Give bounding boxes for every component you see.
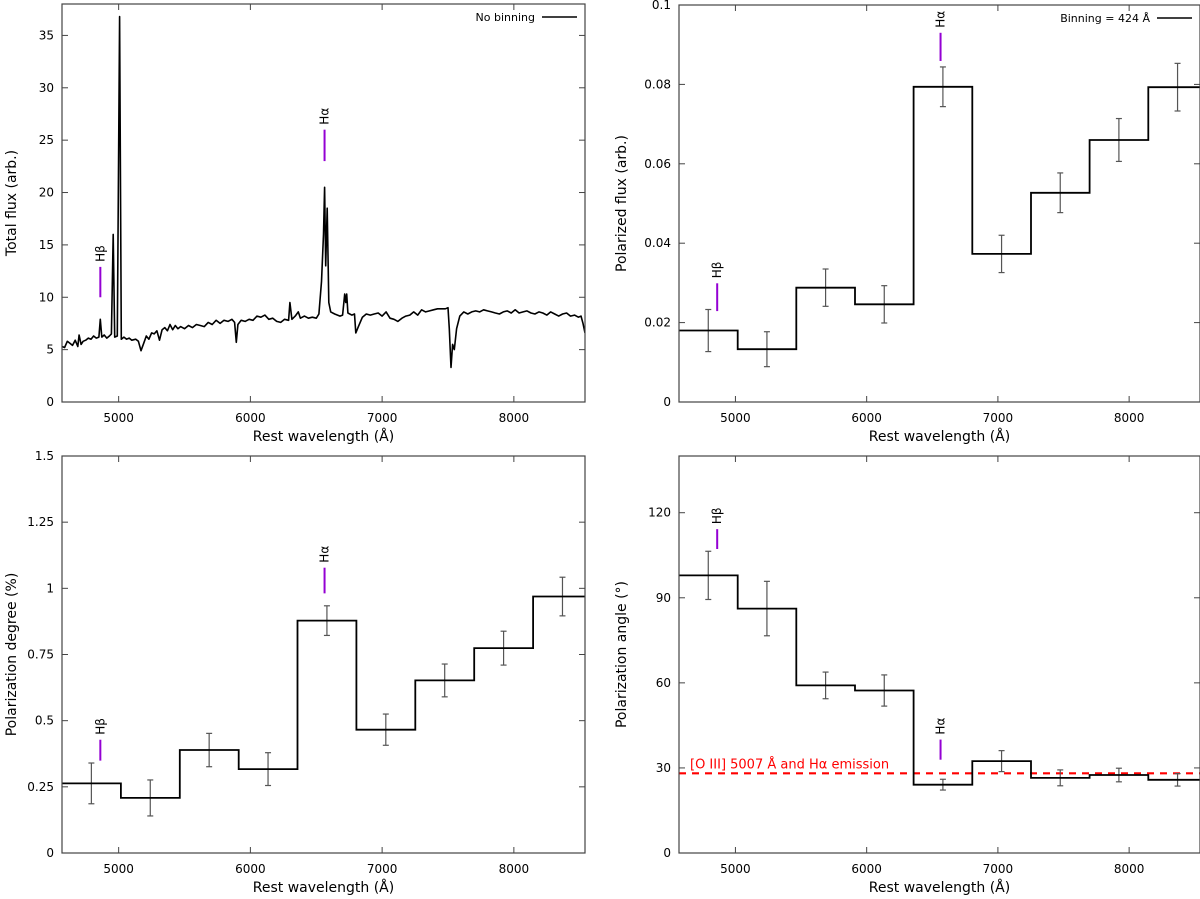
plot-frame <box>679 5 1200 402</box>
y-tick-label: 0 <box>663 395 671 409</box>
y-axis-label: Polarized flux (arb.) <box>614 135 630 272</box>
x-tick-label: 6000 <box>851 411 882 425</box>
panel-4: 5000 6000 7000 8000 0 30 60 90 120 Rest wavelengt… <box>614 456 1200 895</box>
x-axis-label: Rest wavelength (Å) <box>253 428 394 445</box>
line-marker-label: Hβ <box>93 245 107 262</box>
x-tick-label: 7000 <box>367 411 398 425</box>
y-tick-label: 35 <box>39 28 54 42</box>
y-axis-label: Total flux (arb.) <box>4 150 20 257</box>
y-tick-label: 30 <box>656 761 671 775</box>
x-tick-label: 5000 <box>720 411 751 425</box>
y-tick-label: 25 <box>39 133 54 147</box>
x-tick-label: 6000 <box>235 862 266 876</box>
y-tick-label: 0.5 <box>35 714 54 728</box>
panel-2: 5000 6000 7000 8000 0 0.02 0.04 0.06 0.08 0.1 Rest… <box>614 0 1200 445</box>
plot-frame <box>679 456 1200 853</box>
legend: No binning <box>476 11 577 24</box>
y-tick-label: 120 <box>648 506 671 520</box>
panel-3: 5000 6000 7000 8000 0 0.25 0.5 0.75 1 1.25 1.5 Rest… <box>4 449 592 895</box>
legend-label: Binning = 424 Å <box>1060 12 1150 25</box>
x-axis-label: Rest wavelength (Å) <box>869 428 1010 445</box>
line-marker-label: Hα <box>934 718 948 735</box>
line-marker-label: Hβ <box>710 262 724 279</box>
y-tick-label: 0.75 <box>27 648 54 662</box>
legend: Binning = 424 Å <box>1060 12 1192 25</box>
line-marker-label: Hβ <box>710 507 724 524</box>
y-tick-label: 0.04 <box>644 236 671 250</box>
y-tick-label: 0.25 <box>27 780 54 794</box>
x-tick-label: 8000 <box>499 862 530 876</box>
y-tick-label: 0.1 <box>652 0 671 12</box>
reference-line-label: [O III] 5007 Å and Hα emission <box>690 756 889 772</box>
panel-1: 5000 6000 7000 8000 0 5 10 15 20 25 30 35 Rest wavel… <box>4 4 585 445</box>
y-tick-label: 5 <box>46 343 54 357</box>
y-tick-label: 90 <box>656 591 671 605</box>
plot-area <box>679 551 1200 790</box>
x-axis-label: Rest wavelength (Å) <box>869 879 1010 895</box>
y-tick-label: 10 <box>39 290 54 304</box>
plot-area <box>62 17 585 368</box>
y-axis-label: Polarization angle (°) <box>614 581 630 728</box>
line-marker-label: Hα <box>318 108 332 125</box>
y-tick-label: 0.08 <box>644 77 671 91</box>
binned-step-line <box>679 575 1200 784</box>
y-tick-label: 0.06 <box>644 157 671 171</box>
y-tick-label: 30 <box>39 81 54 95</box>
x-tick-label: 8000 <box>1114 862 1145 876</box>
spectrum-line <box>62 17 585 368</box>
y-tick-label: 60 <box>656 676 671 690</box>
x-tick-label: 5000 <box>103 862 134 876</box>
y-tick-label: 0 <box>46 846 54 860</box>
x-tick-label: 6000 <box>851 862 882 876</box>
x-tick-label: 7000 <box>367 862 398 876</box>
x-tick-label: 8000 <box>499 411 530 425</box>
x-tick-label: 8000 <box>1114 411 1145 425</box>
x-tick-label: 7000 <box>983 862 1014 876</box>
y-tick-label: 0 <box>46 395 54 409</box>
x-tick-label: 7000 <box>983 411 1014 425</box>
binned-step-line <box>679 87 1200 349</box>
line-marker-label: Hα <box>934 11 948 28</box>
line-marker-label: Hα <box>318 546 332 563</box>
y-tick-label: 0 <box>663 846 671 860</box>
plot-area <box>62 577 592 816</box>
y-axis-label: Polarization degree (%) <box>4 573 20 737</box>
y-tick-label: 1.5 <box>35 449 54 463</box>
x-tick-label: 5000 <box>103 411 134 425</box>
line-marker-label: Hβ <box>93 718 107 735</box>
plot-frame <box>62 456 585 853</box>
x-tick-label: 5000 <box>720 862 751 876</box>
y-tick-label: 1.25 <box>27 515 54 529</box>
x-tick-label: 6000 <box>235 411 266 425</box>
y-tick-label: 20 <box>39 186 54 200</box>
plot-area <box>679 63 1200 366</box>
x-axis-label: Rest wavelength (Å) <box>253 879 394 895</box>
y-tick-label: 15 <box>39 238 54 252</box>
y-tick-label: 0.02 <box>644 316 671 330</box>
legend-label: No binning <box>476 11 535 24</box>
y-tick-label: 1 <box>46 581 54 595</box>
